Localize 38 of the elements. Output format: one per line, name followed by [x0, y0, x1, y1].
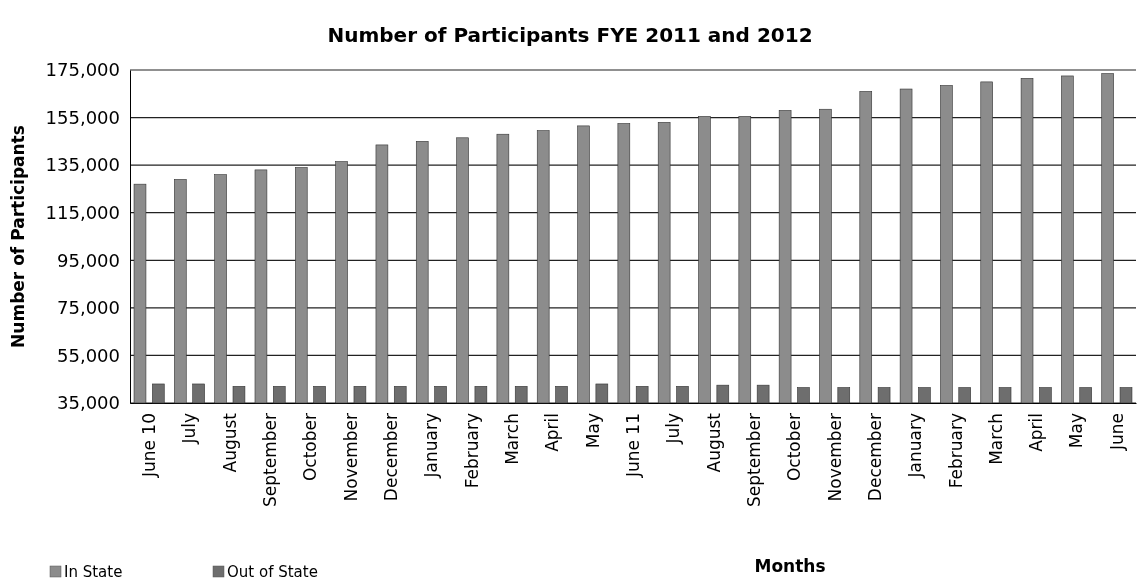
y-tick-label: 155,000 — [45, 106, 120, 128]
x-tick-label: January — [421, 413, 442, 479]
x-tick-label: December — [864, 412, 885, 502]
x-tick-label: April — [542, 413, 563, 452]
y-tick-label: 75,000 — [57, 297, 120, 319]
x-tick-label: July — [663, 413, 684, 445]
x-tick-label: August — [703, 412, 724, 473]
x-tick-label: September — [743, 412, 764, 507]
x-tick-label: August — [219, 412, 240, 473]
y-tick-label: 115,000 — [45, 201, 120, 223]
x-tick-label: March — [985, 413, 1006, 465]
x-tick-label: September — [260, 412, 281, 507]
x-tick-label: October — [300, 413, 321, 482]
y-tick-label: 55,000 — [57, 344, 120, 366]
x-tick-label: April — [1026, 413, 1047, 452]
x-tick-label: June 10 — [139, 413, 160, 479]
legend-label: Out of State — [227, 563, 318, 581]
y-tick-label: 95,000 — [57, 249, 120, 271]
x-tick-label: January — [905, 413, 926, 479]
x-tick-label: May — [1066, 413, 1087, 449]
x-tick-label: June 11 — [622, 413, 643, 479]
x-tick-label: July — [179, 413, 200, 445]
x-tick-label: March — [501, 413, 522, 465]
x-tick-label: December — [381, 412, 402, 502]
chart-title: Number of Participants FYE 2011 and 2012 — [327, 23, 813, 47]
x-tick-label: October — [784, 413, 805, 482]
x-tick-label: November — [824, 412, 845, 502]
y-tick-label: 35,000 — [57, 392, 120, 414]
y-tick-label: 175,000 — [45, 59, 120, 81]
x-tick-label: November — [340, 412, 361, 502]
legend-label: In State — [64, 563, 123, 581]
y-axis-title: Number of Participants — [8, 125, 28, 348]
x-tick-label: February — [945, 413, 966, 489]
y-tick-label: 135,000 — [45, 154, 120, 176]
x-tick-label: May — [582, 413, 603, 449]
x-tick-label: February — [461, 413, 482, 489]
x-axis-title: Months — [754, 556, 826, 576]
x-tick-label: June — [1106, 413, 1127, 452]
